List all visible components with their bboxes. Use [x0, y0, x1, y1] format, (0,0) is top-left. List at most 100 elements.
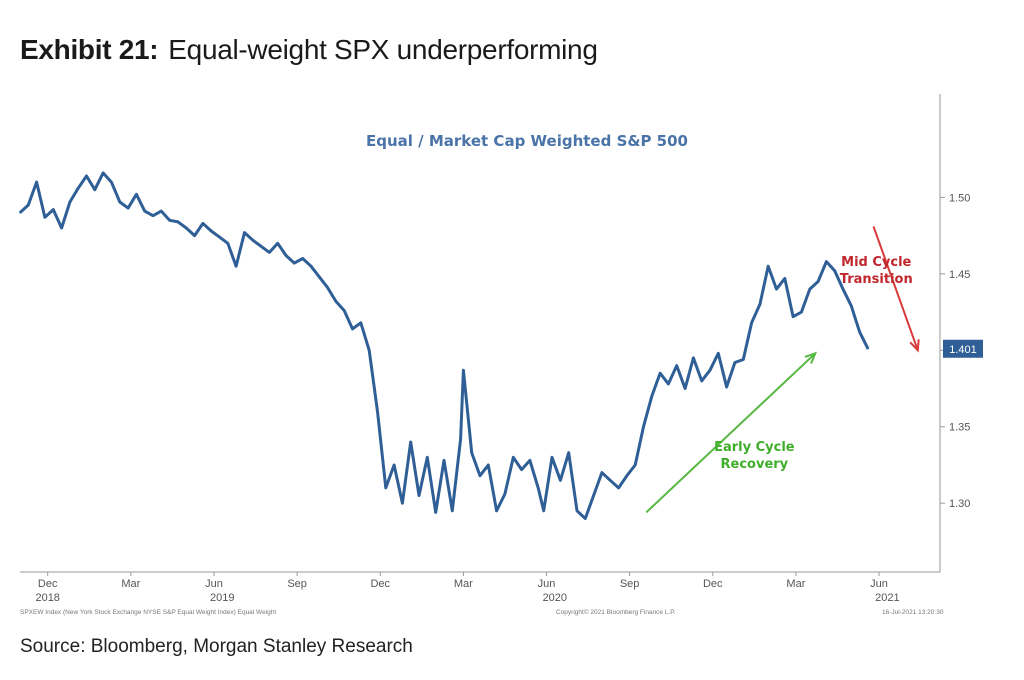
y-tick-label: 1.35 — [949, 422, 970, 434]
x-tick-label: Sep — [287, 578, 307, 590]
data-point — [326, 286, 329, 289]
data-point — [368, 349, 370, 352]
annotation-label: Transition — [840, 272, 913, 287]
annotation-label: Mid Cycle — [841, 255, 911, 270]
data-point — [285, 254, 287, 257]
last-value: 1.401 — [943, 339, 983, 358]
x-year-label: 2019 — [210, 592, 234, 604]
data-point — [185, 227, 188, 229]
data-point — [409, 441, 412, 443]
data-point — [792, 315, 794, 318]
data-point — [626, 474, 628, 477]
data-point — [504, 493, 506, 495]
data-point — [537, 487, 539, 489]
early-cycle-arrow-head — [804, 351, 818, 364]
data-point — [310, 265, 312, 267]
data-point — [251, 239, 254, 241]
data-point — [520, 468, 523, 471]
data-point — [69, 201, 71, 203]
data-point — [512, 456, 515, 459]
data-point — [759, 303, 761, 306]
data-point — [276, 242, 279, 245]
data-point — [193, 234, 196, 237]
data-point — [94, 188, 96, 191]
data-point — [393, 464, 395, 466]
data-point — [343, 309, 346, 312]
data-point — [418, 494, 420, 497]
series-line — [18, 171, 870, 520]
data-point — [384, 487, 387, 489]
data-point — [301, 257, 304, 260]
data-point — [584, 517, 587, 520]
data-point — [127, 207, 129, 209]
x-tick-label: Mar — [786, 578, 805, 590]
data-point — [243, 231, 246, 234]
data-point — [35, 181, 38, 183]
data-point — [227, 242, 229, 245]
data-point — [168, 219, 171, 222]
data-point — [567, 451, 570, 454]
early-cycle-arrow — [645, 352, 816, 514]
data-point — [675, 364, 678, 367]
exhibit-title-text: Equal-weight SPX underperforming — [168, 34, 598, 65]
data-point — [451, 510, 454, 512]
data-point — [459, 438, 462, 440]
data-point — [634, 464, 636, 466]
data-point — [335, 300, 337, 303]
annotations: Mid Cycle Transition Early Cycle Recovery — [714, 255, 913, 472]
data-point — [118, 201, 121, 203]
data-point — [143, 210, 146, 212]
axes: 1.301.351.401.451.50DecMarJunSepDecMarJu… — [20, 94, 970, 604]
data-point — [110, 181, 113, 183]
data-point — [833, 269, 836, 272]
data-point — [717, 352, 720, 355]
data-point — [360, 321, 362, 324]
data-point — [351, 328, 354, 330]
arrows — [645, 226, 920, 514]
footer-right: 16-Jul-2021 13:20:30 — [882, 609, 944, 616]
data-point — [750, 321, 753, 324]
x-year-label: 2021 — [875, 592, 899, 604]
last-value-label: 1.401 — [949, 344, 977, 356]
footer-center: Copyright© 2021 Bloomberg Finance L.P. — [556, 608, 676, 616]
data-point — [443, 459, 445, 462]
data-point — [825, 260, 828, 263]
mid-cycle-arrow — [872, 226, 919, 351]
data-point — [842, 288, 844, 290]
chart-panel: 1.301.351.401.451.50DecMarJunSepDecMarJu… — [16, 90, 1004, 620]
data-point — [210, 230, 213, 232]
data-point — [767, 265, 769, 267]
data-point — [617, 487, 620, 489]
chart-footer: SPXEW Index (New York Stock Exchange NYS… — [20, 608, 944, 616]
data-point — [434, 511, 437, 514]
y-tick-label: 1.45 — [949, 269, 970, 281]
data-point — [734, 361, 736, 364]
data-point — [725, 386, 728, 388]
x-tick-label: Mar — [454, 578, 473, 590]
data-point — [709, 369, 711, 371]
mid-cycle-arrow-head — [909, 339, 920, 353]
data-point — [692, 357, 695, 359]
data-point — [19, 211, 21, 214]
exhibit-title: Exhibit 21: Equal-weight SPX underperform… — [20, 34, 598, 66]
data-point — [376, 410, 379, 413]
data-point — [576, 510, 578, 512]
data-point — [551, 456, 553, 459]
data-point — [817, 280, 819, 283]
data-point — [800, 311, 803, 313]
data-point — [642, 425, 645, 428]
x-tick-label: Mar — [121, 578, 140, 590]
y-tick-label: 1.50 — [949, 192, 970, 204]
data-point — [462, 369, 465, 371]
data-point — [218, 236, 221, 238]
data-point — [52, 208, 55, 211]
data-point — [260, 245, 262, 248]
data-point — [102, 172, 104, 174]
data-point — [858, 331, 861, 333]
data-point — [177, 221, 179, 223]
x-tick-label: Jun — [205, 578, 223, 590]
data-point — [152, 214, 154, 217]
data-point — [160, 210, 163, 212]
data-point — [592, 494, 595, 497]
y-tick-label: 1.30 — [949, 498, 970, 510]
